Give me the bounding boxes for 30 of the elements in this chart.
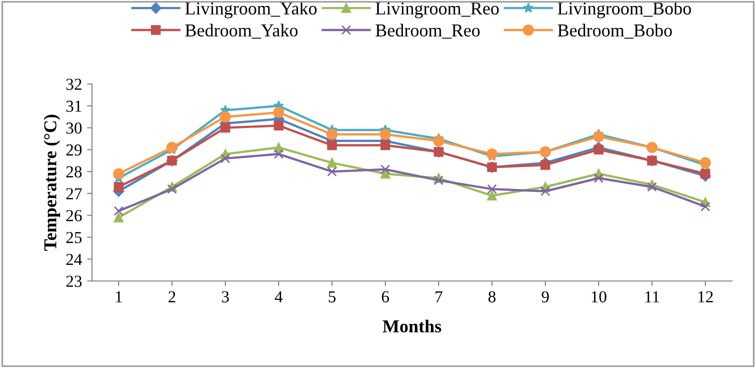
- x-tick-label: 7: [436, 291, 442, 302]
- y-tick-label: 32: [66, 78, 82, 90]
- x-tick-label: 2: [168, 291, 176, 302]
- legend-label: Bedroom_Reo: [376, 24, 480, 39]
- y-tick-label: 29: [66, 144, 82, 156]
- x-tick-label: 10: [592, 291, 606, 302]
- x-tick-label: 5: [328, 291, 336, 302]
- legend-label: Livingroom_Bobo: [558, 2, 691, 18]
- y-tick-label: 28: [66, 166, 82, 178]
- x-axis-title: Months: [382, 320, 442, 332]
- x-tick-label: 8: [488, 291, 496, 302]
- y-tick-label: 25: [66, 232, 82, 244]
- y-tick-label: 30: [66, 122, 82, 134]
- x-tick-label: 9: [542, 291, 549, 302]
- y-tick-label: 27: [66, 188, 82, 200]
- y-tick-label: 26: [66, 210, 82, 222]
- y-tick-label: 31: [66, 100, 82, 112]
- x-tick-label: 11: [645, 291, 660, 302]
- x-tick-label: 6: [382, 291, 390, 302]
- y-tick-label: 23: [66, 276, 82, 287]
- x-tick-label: 12: [698, 291, 713, 302]
- x-tick-label: 1: [116, 291, 122, 302]
- legend-label: Livingroom_Reo: [376, 2, 499, 18]
- x-tick-label: 4: [274, 291, 283, 302]
- legend-label: Livingroom_Yako: [185, 2, 317, 18]
- y-tick-label: 24: [66, 254, 82, 265]
- y-axis-title: Temperature (°C): [44, 114, 60, 251]
- legend-label: Bedroom_Yako: [185, 24, 298, 39]
- x-tick-label: 3: [222, 291, 229, 302]
- legend-label: Bedroom_Bobo: [558, 24, 672, 39]
